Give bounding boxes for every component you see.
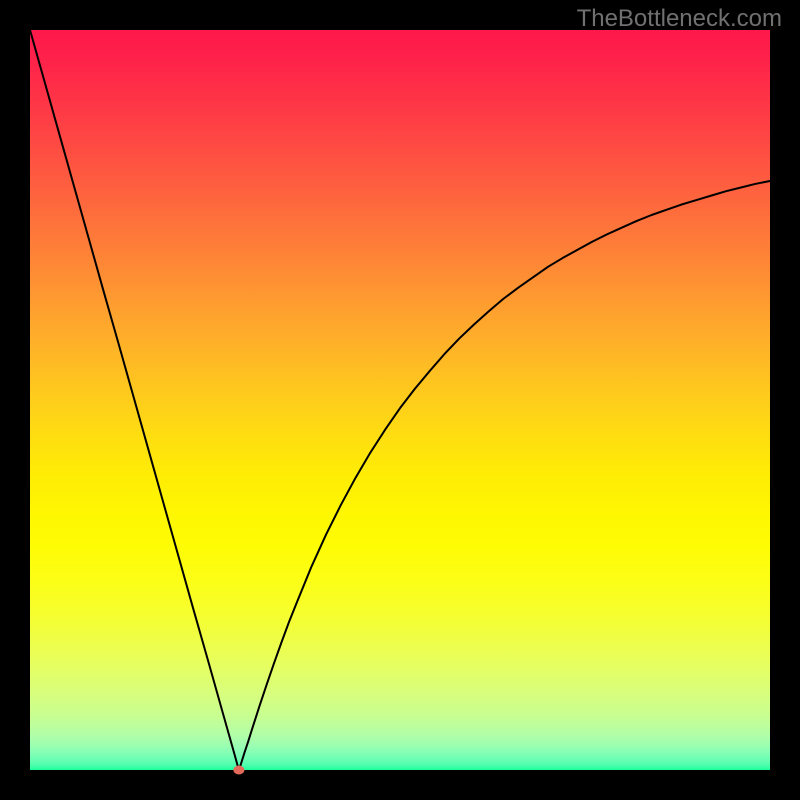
optimum-marker (233, 766, 244, 775)
watermark-text: TheBottleneck.com (577, 5, 782, 32)
chart-plot-background (30, 30, 770, 770)
chart-container: TheBottleneck.com (0, 0, 800, 800)
bottleneck-chart: TheBottleneck.com (0, 0, 800, 800)
